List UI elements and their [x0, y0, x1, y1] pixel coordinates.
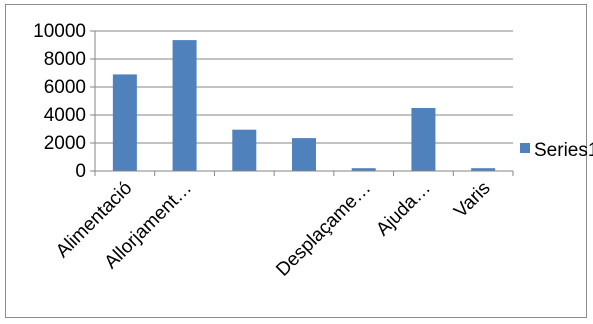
y-tick-label: 0 [75, 161, 86, 182]
legend-swatch-series1 [520, 143, 530, 153]
bar [471, 168, 496, 171]
legend-label-series1: Series1 [534, 140, 593, 161]
y-tick-label: 4000 [44, 105, 86, 126]
bar [411, 108, 436, 171]
gridlines [95, 30, 513, 144]
y-tick-label: 8000 [44, 49, 86, 70]
y-tick-labels: 0 2000 4000 6000 8000 10000 [33, 21, 86, 182]
y-tick-label: 6000 [44, 77, 86, 98]
legend: Series1 [520, 140, 593, 161]
bar [172, 40, 197, 171]
bar [292, 138, 316, 171]
axes [90, 30, 514, 176]
x-category-label: Varis [450, 178, 494, 222]
bar [232, 129, 257, 171]
bar [351, 168, 376, 171]
bar [112, 74, 137, 171]
x-category-label: Ajuda… [372, 178, 435, 241]
y-tick-label: 10000 [33, 21, 86, 42]
bars [112, 40, 496, 171]
y-tick-label: 2000 [44, 133, 86, 154]
x-category-label: Desplaçame… [272, 178, 375, 281]
